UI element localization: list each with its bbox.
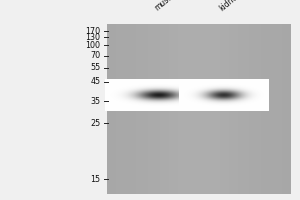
Bar <box>261 24 263 194</box>
Bar <box>111 24 113 194</box>
Bar <box>201 24 203 194</box>
Bar <box>286 24 289 194</box>
Bar <box>273 24 275 194</box>
Bar <box>224 24 226 194</box>
Text: Rat
kidney: Rat kidney <box>211 0 243 13</box>
Bar <box>259 24 261 194</box>
Text: 35: 35 <box>90 97 100 106</box>
Bar <box>106 24 109 194</box>
Bar <box>146 24 148 194</box>
Bar <box>277 24 280 194</box>
Text: 70: 70 <box>90 51 100 60</box>
Bar <box>180 24 183 194</box>
Bar <box>233 24 236 194</box>
Bar <box>282 24 284 194</box>
Bar <box>220 24 222 194</box>
Text: 170: 170 <box>85 26 100 36</box>
Bar <box>192 24 194 194</box>
Bar <box>113 24 116 194</box>
Bar <box>238 24 240 194</box>
Bar <box>150 24 153 194</box>
Bar <box>208 24 210 194</box>
Bar <box>153 24 155 194</box>
Bar <box>106 24 291 194</box>
Bar <box>231 24 233 194</box>
Bar <box>143 24 146 194</box>
Bar <box>229 24 231 194</box>
Bar <box>155 24 157 194</box>
Bar <box>222 24 224 194</box>
Bar <box>157 24 160 194</box>
Bar <box>215 24 217 194</box>
Bar <box>270 24 272 194</box>
Bar <box>134 24 136 194</box>
Text: 25: 25 <box>90 118 100 128</box>
Bar <box>226 24 229 194</box>
Bar <box>160 24 162 194</box>
Bar <box>236 24 238 194</box>
Bar <box>185 24 187 194</box>
Bar <box>187 24 190 194</box>
Text: 55: 55 <box>90 64 100 72</box>
Text: 15: 15 <box>90 174 100 184</box>
Text: 45: 45 <box>90 77 100 86</box>
Bar <box>162 24 164 194</box>
Text: Rat
muscle: Rat muscle <box>146 0 180 13</box>
Bar <box>109 24 111 194</box>
Bar <box>245 24 247 194</box>
Bar <box>148 24 150 194</box>
Bar <box>123 24 125 194</box>
Bar <box>132 24 134 194</box>
Bar <box>254 24 256 194</box>
Bar <box>243 24 245 194</box>
Bar <box>136 24 139 194</box>
Bar <box>194 24 196 194</box>
Bar <box>217 24 220 194</box>
Bar <box>206 24 208 194</box>
Bar <box>169 24 171 194</box>
Bar <box>284 24 286 194</box>
Bar <box>176 24 178 194</box>
Bar <box>120 24 123 194</box>
Bar <box>127 24 130 194</box>
Text: 100: 100 <box>85 40 100 49</box>
Bar <box>210 24 213 194</box>
Bar <box>252 24 254 194</box>
Bar <box>190 24 192 194</box>
Bar <box>213 24 215 194</box>
Bar <box>203 24 206 194</box>
Bar <box>263 24 266 194</box>
Bar <box>173 24 176 194</box>
Bar <box>196 24 199 194</box>
Bar <box>280 24 282 194</box>
Bar <box>118 24 120 194</box>
Bar <box>247 24 250 194</box>
Bar <box>116 24 118 194</box>
Text: 130: 130 <box>85 32 100 42</box>
Bar <box>240 24 243 194</box>
Bar <box>164 24 167 194</box>
Bar <box>256 24 259 194</box>
Bar <box>130 24 132 194</box>
Bar <box>199 24 201 194</box>
Bar <box>275 24 277 194</box>
Bar <box>125 24 127 194</box>
Bar <box>139 24 141 194</box>
Bar <box>141 24 143 194</box>
Bar <box>178 24 180 194</box>
Bar <box>266 24 268 194</box>
Bar <box>167 24 169 194</box>
Bar <box>289 24 291 194</box>
Bar <box>183 24 185 194</box>
Bar <box>171 24 173 194</box>
Bar <box>268 24 270 194</box>
Bar <box>250 24 252 194</box>
